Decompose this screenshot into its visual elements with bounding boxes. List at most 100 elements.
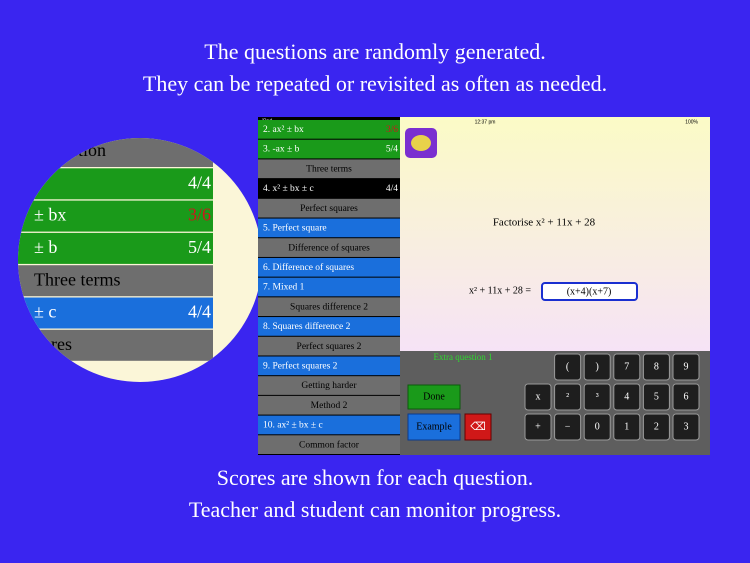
sidebar-row [258,435,400,454]
sidebar-row [258,395,400,415]
app-icon-face [411,135,431,151]
key[interactable] [554,383,582,411]
extra-question: Extra question 1 [434,352,493,362]
zoom-row [18,265,213,297]
row-score: 4/4 [386,184,398,194]
row-score: 5/4 [386,145,398,155]
done-label: Done [423,391,445,402]
status-time: 12:37 pm [475,119,496,125]
row-label: Difference of squares [288,242,370,253]
key-label: 8 [654,361,659,372]
key-label: 3 [684,421,689,432]
key-label: 4 [624,391,629,402]
key[interactable] [524,383,552,411]
key-label: 1 [624,421,629,432]
row-label: 5. Perfect square [263,223,327,234]
sidebar-row[interactable] [258,218,400,238]
example-button[interactable] [407,413,461,441]
row-label: 7. Mixed 1 [263,283,305,293]
sidebar-row [258,376,400,395]
answer-input[interactable] [541,282,638,301]
row-label: Squares difference 2 [290,301,368,312]
key-label: 0 [595,421,600,432]
sidebar-row[interactable] [258,139,400,159]
key[interactable] [583,383,611,411]
sidebar-row [258,238,400,257]
row-label: 2. ax² ± bx [263,125,304,135]
key[interactable] [524,413,552,441]
sidebar-row[interactable] [258,415,400,435]
zoom-label: ± b [34,237,57,257]
key[interactable] [554,413,582,441]
key[interactable] [642,383,670,411]
row-label: Method 2 [311,401,348,411]
delete-label: ⌫ [470,420,486,433]
header-line: They can be repeated or revisited as oft… [143,71,607,96]
row-label: 9. Perfect squares 2 [263,361,338,372]
row-label: 10. ax² ± bx ± c [263,421,323,431]
answer-lhs: x² + 11x + 28 = [469,285,531,296]
row-label: Perfect squares [300,203,358,214]
row-label: 3. -ax ± b [263,145,300,155]
zoom-row [18,200,213,232]
sidebar-row[interactable] [258,179,400,198]
key[interactable] [642,353,670,381]
key[interactable] [672,383,700,411]
sidebar-row[interactable] [258,317,400,336]
row-label: Getting harder [301,381,357,391]
main-area [400,117,710,351]
key[interactable] [583,353,611,381]
status-battery: 100% [685,119,698,125]
delete-button[interactable] [464,413,492,441]
key[interactable] [613,413,641,441]
header-line: The questions are randomly generated. [204,39,545,64]
key-label: ² [566,391,569,402]
answer-text: (x+4)(x+7) [567,286,612,297]
row-label: Perfect squares 2 [297,341,362,352]
footer-line: Teacher and student can monitor progress… [189,497,561,522]
key[interactable] [642,413,670,441]
sidebar-row[interactable] [258,356,400,376]
key-label: 7 [624,361,629,372]
done-button[interactable] [407,384,461,410]
key[interactable] [613,383,641,411]
zoom-score: 4/4 [188,172,211,192]
key-label: ) [596,361,599,372]
zoom-row [18,232,213,264]
sidebar-row [258,297,400,317]
zoom-row [18,297,213,329]
key[interactable] [672,353,700,381]
row-label: Common factor [299,439,360,450]
footer-line: Scores are shown for each question. [217,465,533,490]
zoom-label: ± bx [34,205,66,225]
key[interactable] [583,413,611,441]
key-label: − [565,421,571,432]
key-label: 9 [684,361,689,372]
sidebar-row[interactable] [258,277,400,297]
key-label: ( [566,361,570,372]
key-label: 2 [654,421,659,432]
sidebar-row [258,198,400,218]
zoom-label: ± c [34,302,56,322]
example-label: Example [416,421,452,432]
row-label: 6. Difference of squares [263,262,354,273]
row-label: 4. x² ± bx ± c [263,184,314,194]
sidebar-row[interactable] [258,120,400,139]
key[interactable] [613,353,641,381]
zoom-score: 5/4 [188,237,211,257]
question-prompt: Factorise x² + 11x + 28 [493,217,596,229]
key-label: ³ [596,391,599,402]
key[interactable] [672,413,700,441]
row-score: 3/6 [386,125,398,135]
zoom-score: 4/4 [188,302,211,322]
sidebar-row [258,159,400,179]
row-label: 8. Squares difference 2 [263,321,351,332]
key-label: x [536,391,541,402]
sidebar-row[interactable] [258,257,400,277]
zoom-label: Three terms [34,269,120,289]
row-label: Three terms [306,164,352,174]
zoom-score: 3/6 [188,205,211,225]
key[interactable] [554,353,582,381]
